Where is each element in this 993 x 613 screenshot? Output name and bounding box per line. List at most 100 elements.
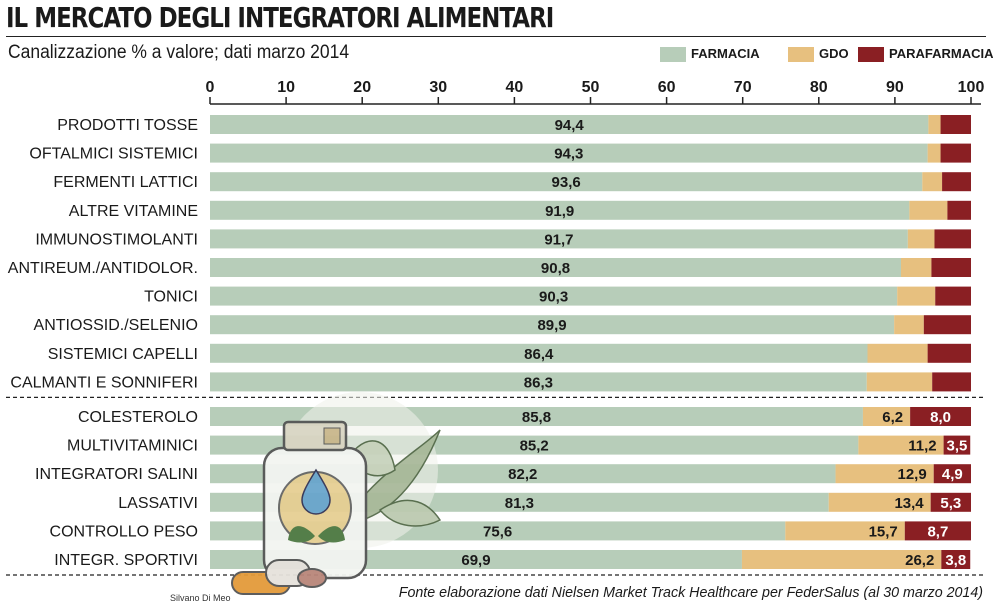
- source-note: Fonte elaborazione dati Nielsen Market T…: [398, 584, 983, 601]
- data-label: 90,3: [539, 289, 568, 306]
- category-label: OFTALMICI SISTEMICI: [29, 146, 198, 163]
- bar-gdo-controllo-peso: [785, 521, 905, 541]
- bar-farmacia-calmanti-e-sonniferi: [210, 372, 867, 392]
- bar-gdo-tonici: [897, 286, 936, 306]
- bottle-cap-label: [323, 427, 341, 445]
- data-label: 75,6: [483, 523, 512, 540]
- x-tick-label: 100: [958, 79, 985, 96]
- bar-gdo-calmanti-e-sonniferi: [866, 372, 933, 392]
- bar-parafarmacia-integratori-salini: [933, 464, 971, 484]
- data-label: 94,4: [555, 117, 585, 134]
- bar-farmacia-sistemici-capelli: [210, 343, 868, 363]
- data-label: 85,8: [522, 409, 551, 426]
- data-label: 94,3: [554, 146, 583, 163]
- x-tick-label: 30: [429, 79, 447, 96]
- category-label: INTEGR. SPORTIVI: [54, 552, 198, 569]
- pill-icon: [297, 568, 327, 588]
- x-tick-label: 20: [353, 79, 371, 96]
- bar-parafarmacia-antireum-antidolor: [931, 258, 971, 277]
- data-label: 6,2: [882, 409, 903, 426]
- bar-farmacia-fermenti-lattici: [210, 172, 923, 192]
- category-label: FERMENTI LATTICI: [53, 174, 198, 191]
- legend-swatch-gdo: [788, 47, 814, 62]
- data-label: 91,9: [545, 203, 574, 220]
- bar-parafarmacia-altre-vitamine: [947, 200, 971, 220]
- category-label: IMMUNOSTIMOLANTI: [35, 231, 198, 248]
- category-label: ANTIREUM./ANTIDOLOR.: [8, 260, 198, 277]
- bar-parafarmacia-antiossid-selenio: [923, 315, 971, 335]
- legend-label-parafarmacia: PARAFARMACIA: [889, 46, 993, 61]
- x-tick-label: 0: [206, 79, 215, 96]
- bar-gdo-multivitaminici: [858, 435, 944, 455]
- small-leaf-icon: [318, 526, 345, 543]
- category-label: CALMANTI E SONNIFERI: [10, 374, 198, 391]
- title-divider: [6, 36, 986, 37]
- x-tick-label: 10: [277, 79, 295, 96]
- data-label: 3,5: [946, 438, 967, 455]
- legend-swatch-parafarmacia: [858, 47, 884, 62]
- bar-parafarmacia-sistemici-capelli: [927, 343, 971, 363]
- data-label: 93,6: [552, 174, 581, 191]
- data-label: 5,3: [940, 495, 961, 512]
- x-tick-label: 90: [886, 79, 904, 96]
- data-label: 4,9: [942, 466, 963, 483]
- bar-gdo-prodotti-tosse: [928, 115, 941, 134]
- data-label: 86,4: [524, 346, 554, 363]
- data-label: 12,9: [898, 466, 927, 483]
- category-label: PRODOTTI TOSSE: [57, 117, 198, 134]
- category-label: SISTEMICI CAPELLI: [48, 346, 198, 363]
- supplement-bottle-illustration: [231, 392, 442, 595]
- bar-parafarmacia-immunostimolanti: [934, 229, 971, 249]
- bar-gdo-immunostimolanti: [907, 229, 935, 249]
- data-label: 69,9: [461, 552, 490, 569]
- leaf-icon: [378, 499, 442, 527]
- data-label: 90,8: [541, 260, 570, 277]
- data-label: 8,7: [927, 523, 948, 540]
- bar-gdo-altre-vitamine: [909, 200, 948, 220]
- bar-gdo-fermenti-lattici: [922, 172, 943, 192]
- author-credit: Silvano Di Meo: [170, 593, 231, 603]
- chart-subtitle: Canalizzazione % a valore; dati marzo 20…: [8, 42, 350, 63]
- category-label: TONICI: [144, 289, 198, 306]
- category-label: ALTRE VITAMINE: [69, 203, 198, 220]
- category-label: ANTIOSSID./SELENIO: [34, 317, 198, 334]
- bar-farmacia-antiossid-selenio: [210, 315, 895, 335]
- bar-gdo-oftalmici-sistemici: [927, 143, 941, 163]
- data-label: 26,2: [905, 552, 934, 569]
- bar-parafarmacia-integr-sportivi: [941, 550, 971, 569]
- bar-parafarmacia-calmanti-e-sonniferi: [932, 372, 971, 392]
- category-label: INTEGRATORI SALINI: [35, 466, 198, 483]
- bar-parafarmacia-prodotti-tosse: [940, 115, 971, 134]
- x-tick-label: 40: [506, 79, 524, 96]
- category-label: COLESTEROLO: [78, 409, 198, 426]
- bar-parafarmacia-fermenti-lattici: [942, 172, 971, 192]
- bar-farmacia-tonici: [210, 286, 898, 306]
- x-tick-label: 70: [734, 79, 752, 96]
- legend-label-gdo: GDO: [819, 46, 849, 61]
- category-label: MULTIVITAMINICI: [67, 438, 198, 455]
- bar-parafarmacia-colesterolo: [910, 407, 971, 426]
- legend-swatch-farmacia: [660, 47, 686, 62]
- bar-parafarmacia-oftalmici-sistemici: [940, 143, 971, 163]
- bar-gdo-sistemici-capelli: [867, 343, 928, 363]
- bar-parafarmacia-tonici: [935, 286, 971, 306]
- data-label: 82,2: [508, 466, 537, 483]
- data-label: 15,7: [869, 523, 898, 540]
- category-label: LASSATIVI: [118, 495, 198, 512]
- bar-gdo-antireum-antidolor: [900, 258, 932, 277]
- data-label: 86,3: [524, 374, 553, 391]
- bar-gdo-integr-sportivi: [741, 550, 942, 569]
- bar-parafarmacia-multivitaminici: [943, 435, 971, 455]
- bar-gdo-colesterolo: [862, 407, 911, 426]
- data-label: 91,7: [544, 231, 573, 248]
- bar-farmacia-altre-vitamine: [210, 200, 910, 220]
- data-label: 85,2: [520, 438, 549, 455]
- data-label: 13,4: [894, 495, 924, 512]
- bar-farmacia-antireum-antidolor: [210, 258, 901, 277]
- water-drop-icon: [301, 468, 331, 515]
- bar-gdo-lassativi: [828, 492, 931, 512]
- x-tick-label: 80: [810, 79, 828, 96]
- bar-farmacia-immunostimolanti: [210, 229, 908, 249]
- data-label: 8,0: [930, 409, 951, 426]
